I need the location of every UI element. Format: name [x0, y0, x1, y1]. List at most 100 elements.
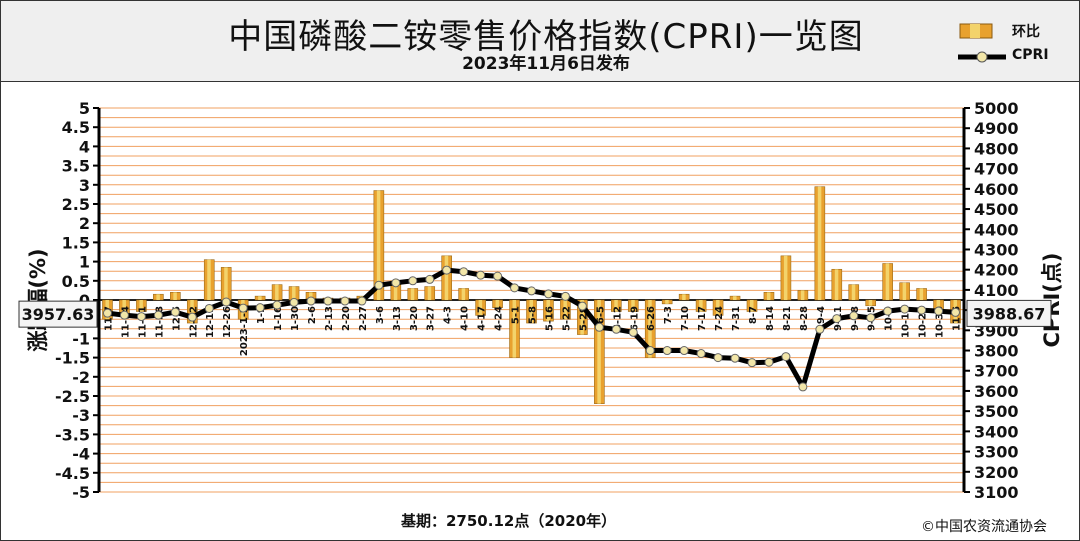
- bar-highlight: [258, 296, 262, 300]
- legend-bar-swatch: [959, 23, 993, 39]
- category-label: 5-22: [561, 306, 572, 331]
- category-label: 8-28: [799, 306, 810, 331]
- category-label: 5-29: [578, 306, 589, 331]
- cpri-marker: [764, 357, 774, 367]
- y-axis-left-label: 涨跌幅(%): [26, 248, 50, 351]
- category-label: 3-13: [392, 306, 403, 331]
- cpri-marker: [883, 306, 893, 316]
- category-label: 12-12: [188, 306, 199, 338]
- category-label: 1-9: [256, 306, 267, 324]
- left-tick-label: 4.5: [62, 118, 90, 137]
- category-label: 10-23: [918, 306, 929, 338]
- cpri-marker: [781, 352, 791, 362]
- category-label: 7-24: [714, 306, 725, 331]
- bar-highlight: [665, 300, 669, 304]
- bar-highlight: [800, 290, 805, 300]
- category-label: 1-30: [290, 306, 301, 331]
- cpri-marker: [594, 322, 604, 332]
- left-tick-label: 5: [79, 99, 90, 118]
- bar-highlight: [919, 288, 924, 300]
- category-label: 2-6: [307, 306, 318, 324]
- category-label: 4-17: [477, 306, 488, 331]
- bar-highlight: [834, 269, 839, 300]
- bar-highlight: [580, 300, 584, 335]
- bar-highlight: [410, 288, 415, 300]
- bar-highlight: [309, 292, 313, 300]
- cpri-marker: [391, 278, 401, 288]
- right-value-text: 3988.67: [973, 304, 1046, 323]
- chart-area: 54.543.532.521.510.50-0.5-1-1.5-2-2.5-3-…: [18, 99, 1064, 502]
- left-tick-label: -4.5: [55, 464, 90, 483]
- category-label: 10-9: [884, 306, 895, 331]
- category-label: 5-16: [544, 306, 555, 331]
- bar-highlight: [207, 259, 211, 300]
- left-tick-label: 2.5: [62, 195, 90, 214]
- cpri-marker: [289, 297, 299, 307]
- left-value-text: 3957.63: [22, 305, 95, 324]
- category-label: 12-26: [222, 306, 233, 338]
- base-period-note: 基期：2750.12点（2020年）: [401, 512, 617, 530]
- right-tick-label: 3800: [974, 342, 1019, 361]
- bar-highlight: [512, 300, 517, 358]
- right-tick-label: 4700: [974, 160, 1019, 179]
- category-label: 2-27: [358, 306, 369, 331]
- left-tick-label: -2.5: [55, 387, 90, 406]
- category-label: 11-28: [154, 306, 165, 338]
- right-tick-label: 3400: [974, 422, 1019, 441]
- bar-highlight: [868, 300, 873, 306]
- bar-highlight: [631, 300, 635, 312]
- bar-highlight: [733, 296, 737, 300]
- category-label: 6-12: [612, 306, 623, 331]
- right-tick-label: 5000: [974, 99, 1019, 118]
- cpri-marker: [476, 270, 486, 280]
- cpri-marker: [255, 303, 265, 313]
- category-label: 11-6: [952, 306, 963, 331]
- bar-highlight: [156, 294, 160, 300]
- legend: 环比 CPRI: [956, 21, 1076, 71]
- left-tick-labels: 54.543.532.521.510.50-0.5-1-1.5-2-2.5-3-…: [55, 99, 99, 502]
- cpri-marker: [425, 274, 435, 284]
- left-tick-label: -4: [72, 445, 90, 464]
- legend-line-label: CPRI: [1012, 47, 1049, 63]
- category-label: 7-31: [731, 306, 742, 331]
- right-tick-label: 4300: [974, 240, 1019, 259]
- bar-highlight: [902, 282, 907, 300]
- bar-highlight: [122, 300, 126, 316]
- cpri-marker: [560, 291, 570, 301]
- publish-date: 2023年11月6日发布: [462, 54, 630, 74]
- copyright: ©中国农资流通协会: [921, 519, 1047, 535]
- category-label: 7-3: [663, 306, 674, 324]
- right-tick-label: 4900: [974, 119, 1019, 138]
- cpri-marker: [730, 353, 740, 363]
- cpri-marker: [459, 267, 469, 277]
- bar-highlight: [783, 255, 788, 300]
- bar-highlight: [597, 300, 601, 404]
- right-value-box: 3988.67: [966, 299, 1052, 327]
- cpri-marker: [357, 296, 367, 306]
- cpri-marker: [408, 276, 418, 286]
- cpri-marker: [628, 327, 638, 337]
- left-tick-label: -3.5: [55, 425, 90, 444]
- category-label: 4-24: [494, 306, 505, 331]
- header: 中国磷酸二铵零售价格指数(CPRI)一览图 2023年11月6日发布 环比 CP…: [1, 1, 1079, 82]
- left-tick-label: -1.5: [55, 349, 90, 368]
- cpri-marker: [832, 314, 842, 324]
- left-tick-label: 1.5: [62, 233, 90, 252]
- bar-highlight: [817, 186, 822, 300]
- right-tick-label: 4200: [974, 261, 1019, 280]
- right-tick-label: 3700: [974, 362, 1019, 381]
- cpri-marker: [102, 308, 112, 318]
- right-tick-label: 4500: [974, 200, 1019, 219]
- cpri-marker: [662, 346, 672, 356]
- left-tick-label: -3: [72, 406, 90, 425]
- cpri-marker: [323, 296, 333, 306]
- left-tick-label: -2: [72, 368, 90, 387]
- cpri-marker: [815, 324, 825, 334]
- left-tick-label: 0: [79, 291, 90, 310]
- cpri-marker: [442, 265, 452, 275]
- right-tick-label: 4600: [974, 180, 1019, 199]
- cpri-marker: [374, 280, 384, 290]
- category-label: 2-13: [324, 306, 335, 331]
- bar-highlight: [885, 263, 890, 300]
